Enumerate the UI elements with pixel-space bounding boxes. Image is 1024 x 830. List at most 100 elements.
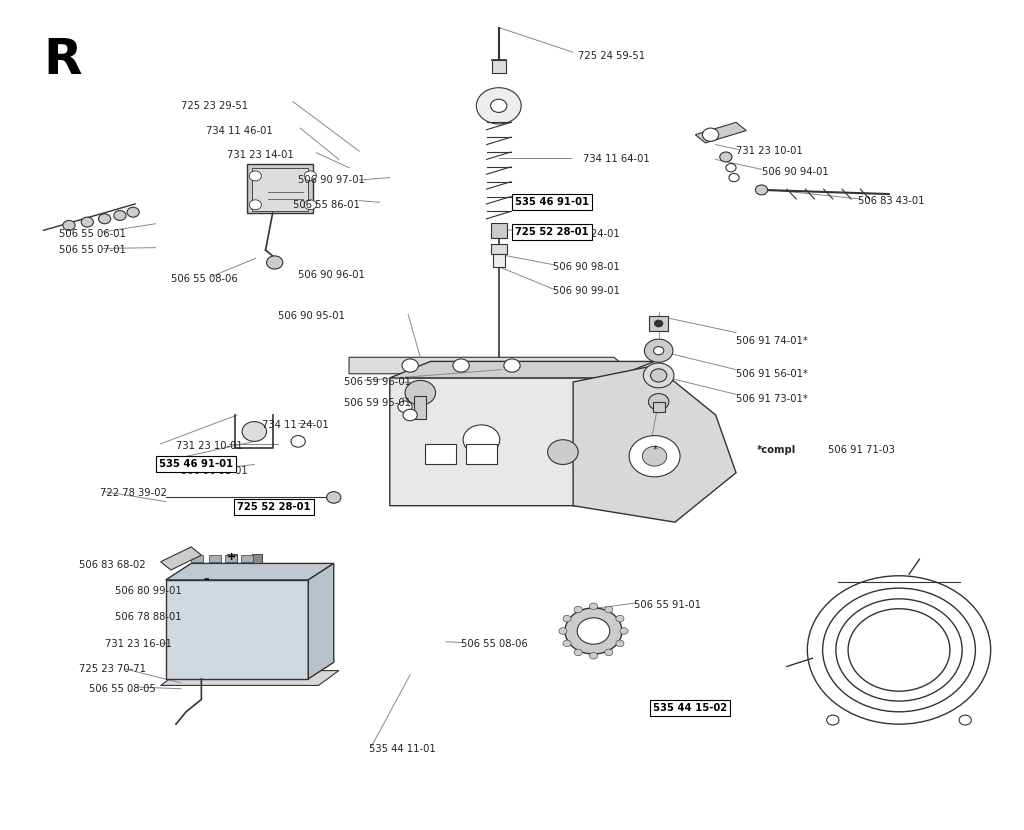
- Text: 722 78 39-02: 722 78 39-02: [99, 488, 167, 498]
- Polygon shape: [349, 357, 634, 374]
- Circle shape: [463, 425, 500, 455]
- Circle shape: [81, 217, 93, 227]
- Circle shape: [403, 409, 418, 421]
- Circle shape: [291, 436, 305, 447]
- Text: 535 44 15-02: 535 44 15-02: [652, 703, 727, 713]
- Polygon shape: [161, 671, 339, 686]
- Text: 506 83 68-02: 506 83 68-02: [79, 560, 145, 570]
- Text: 506 59 95-01: 506 59 95-01: [344, 398, 411, 408]
- FancyBboxPatch shape: [490, 223, 507, 237]
- Text: 731 23 10-01: 731 23 10-01: [176, 442, 243, 452]
- Text: 506 90 99-01: 506 90 99-01: [553, 286, 620, 296]
- Text: 725 52 28-01: 725 52 28-01: [515, 227, 589, 237]
- Circle shape: [114, 211, 126, 221]
- Circle shape: [574, 606, 583, 613]
- Text: 506 55 86-01: 506 55 86-01: [293, 200, 359, 210]
- Text: *: *: [652, 445, 657, 455]
- Text: 506 55 91-01: 506 55 91-01: [634, 599, 701, 609]
- Text: 506 55 06-01: 506 55 06-01: [58, 228, 126, 238]
- FancyBboxPatch shape: [209, 555, 221, 562]
- Text: 535 46 91-01: 535 46 91-01: [159, 460, 232, 470]
- Circle shape: [643, 363, 674, 388]
- Text: 506 91 74-01*: 506 91 74-01*: [736, 336, 808, 346]
- Circle shape: [590, 603, 598, 609]
- Text: R: R: [43, 36, 82, 84]
- Polygon shape: [573, 365, 736, 522]
- Polygon shape: [161, 547, 202, 570]
- Circle shape: [242, 422, 266, 442]
- FancyBboxPatch shape: [490, 244, 507, 254]
- Text: 731 23 10-01: 731 23 10-01: [736, 146, 803, 156]
- Text: 506 83 43-01: 506 83 43-01: [858, 196, 925, 206]
- Circle shape: [590, 652, 598, 659]
- Circle shape: [62, 221, 75, 230]
- FancyBboxPatch shape: [191, 555, 204, 562]
- Circle shape: [559, 627, 567, 634]
- Circle shape: [615, 640, 624, 647]
- Circle shape: [398, 401, 413, 413]
- Text: 506 90 93-01: 506 90 93-01: [181, 466, 248, 476]
- FancyBboxPatch shape: [492, 61, 506, 73]
- Text: 725 23 70-71: 725 23 70-71: [79, 664, 146, 674]
- Text: +: +: [227, 552, 237, 562]
- Circle shape: [653, 347, 664, 354]
- Text: 506 80 99-01: 506 80 99-01: [115, 586, 181, 596]
- Text: 734 11 64-01: 734 11 64-01: [584, 154, 650, 164]
- Circle shape: [574, 649, 583, 656]
- Polygon shape: [390, 361, 654, 378]
- Text: 731 23 14-01: 731 23 14-01: [227, 150, 294, 160]
- FancyBboxPatch shape: [252, 168, 308, 211]
- Circle shape: [729, 173, 739, 182]
- FancyBboxPatch shape: [252, 554, 262, 564]
- Text: 506 55 08-06: 506 55 08-06: [461, 639, 527, 649]
- Text: 506 90 96-01: 506 90 96-01: [298, 270, 365, 280]
- Circle shape: [959, 715, 972, 725]
- Text: 506 78 88-01: 506 78 88-01: [115, 612, 181, 622]
- Text: 506 90 97-01: 506 90 97-01: [298, 175, 365, 185]
- Text: 506 90 95-01: 506 90 95-01: [278, 311, 345, 321]
- Circle shape: [402, 359, 418, 372]
- Circle shape: [249, 200, 261, 210]
- Polygon shape: [613, 378, 644, 505]
- FancyBboxPatch shape: [415, 396, 426, 419]
- Circle shape: [648, 393, 669, 410]
- Circle shape: [249, 171, 261, 181]
- Circle shape: [406, 380, 435, 405]
- Circle shape: [563, 640, 571, 647]
- Circle shape: [548, 440, 579, 465]
- Circle shape: [826, 715, 839, 725]
- Text: 506 91 71-03: 506 91 71-03: [827, 445, 895, 455]
- Circle shape: [304, 200, 316, 210]
- Text: 731 23 16-01: 731 23 16-01: [104, 639, 171, 649]
- FancyBboxPatch shape: [227, 554, 237, 564]
- Circle shape: [620, 627, 628, 634]
- Circle shape: [98, 214, 111, 224]
- Text: 506 91 56-01*: 506 91 56-01*: [736, 369, 808, 378]
- Circle shape: [644, 339, 673, 362]
- Text: 506 55 07-01: 506 55 07-01: [58, 245, 126, 255]
- Circle shape: [726, 164, 736, 172]
- FancyBboxPatch shape: [247, 164, 313, 213]
- Text: 535 44 11-01: 535 44 11-01: [370, 744, 436, 754]
- FancyBboxPatch shape: [652, 402, 665, 412]
- Circle shape: [650, 369, 667, 382]
- Text: 725 52 28-01: 725 52 28-01: [237, 502, 310, 512]
- Circle shape: [615, 615, 624, 622]
- FancyBboxPatch shape: [466, 444, 497, 465]
- Text: 506 59 96-01: 506 59 96-01: [344, 377, 411, 387]
- Circle shape: [304, 171, 316, 181]
- Circle shape: [720, 152, 732, 162]
- Text: 506 55 08-05: 506 55 08-05: [89, 684, 156, 694]
- Circle shape: [605, 649, 612, 656]
- Circle shape: [565, 608, 622, 654]
- Circle shape: [453, 359, 469, 372]
- Circle shape: [327, 491, 341, 503]
- Text: *compl: *compl: [757, 445, 796, 455]
- Text: 506 90 94-01: 506 90 94-01: [762, 167, 828, 177]
- FancyBboxPatch shape: [493, 254, 505, 266]
- FancyBboxPatch shape: [166, 580, 308, 679]
- Text: 725 24 59-51: 725 24 59-51: [579, 51, 645, 61]
- Circle shape: [629, 436, 680, 476]
- Circle shape: [642, 447, 667, 466]
- Polygon shape: [695, 122, 746, 143]
